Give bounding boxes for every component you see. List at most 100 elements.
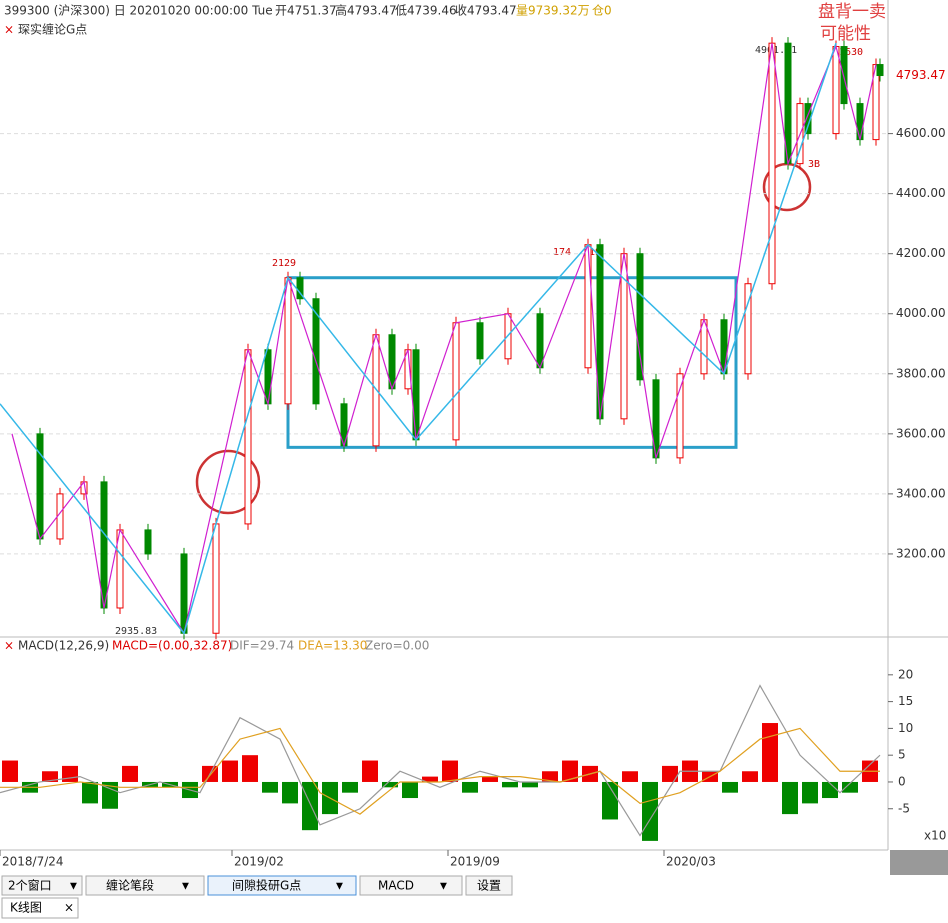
header: 399300 (沪深300) 日 20201020 00:00:00 Tue 开… — [4, 3, 612, 37]
candle — [244, 349, 252, 525]
macd-bar — [122, 765, 138, 782]
annotation: 4901.21 — [755, 45, 797, 56]
macd-bar — [822, 781, 838, 799]
y-tick-label: 3200.00 — [896, 546, 946, 560]
toolbar: 2个窗口 缠论笔段 间隙投研G点 MACD 设置 ▼ ▼ ▼ ▼ K线图 × — [1, 875, 513, 919]
dropdown-arrow: ▼ — [440, 882, 447, 892]
segment-line — [0, 42, 837, 635]
dropdown-arrow: ▼ — [182, 882, 189, 892]
macd-bar — [342, 781, 358, 793]
tab-label: K线图 — [10, 901, 42, 915]
macd-bar — [382, 781, 398, 788]
x-tick-label: 2020/03 — [666, 855, 716, 869]
y-tick-label: 10 — [898, 721, 913, 735]
macd-bar — [82, 781, 98, 804]
macd-value: MACD=(0.00,32.87) — [112, 639, 232, 653]
x-tick-label: 2019/02 — [234, 855, 284, 869]
toolbar-button[interactable] — [207, 875, 357, 896]
candle — [536, 313, 544, 369]
macd-line — [0, 727, 880, 815]
header-code: 399300 (沪深300) 日 20201020 00:00:00 Tue — [4, 4, 273, 18]
macd-bar — [282, 781, 298, 804]
dropdown-arrow: ▼ — [336, 882, 343, 892]
annotation: 174 — [553, 247, 571, 258]
macd-bar — [402, 781, 418, 799]
macd-bar — [62, 765, 78, 782]
macd-bar — [622, 771, 638, 782]
macd-bar — [722, 781, 738, 793]
y-tick-label: 3400.00 — [896, 486, 946, 500]
macd-line — [0, 684, 881, 837]
toolbar-button[interactable] — [465, 875, 513, 896]
macd-bar — [42, 771, 58, 782]
candle — [840, 46, 848, 105]
macd-bar — [842, 781, 858, 793]
zero-value: Zero=0.00 — [365, 639, 429, 653]
x-tick-label: 2019/09 — [450, 855, 500, 869]
y-tick-label: 3600.00 — [896, 426, 946, 440]
toolbar-label: 设置 — [477, 879, 501, 893]
close-icon[interactable]: × — [4, 23, 14, 37]
candle — [768, 42, 776, 285]
y-tick-label: 4600.00 — [896, 126, 946, 140]
y-tick-label: -5 — [898, 801, 910, 815]
candle — [312, 298, 320, 405]
macd-bar — [102, 781, 118, 809]
close-icon[interactable]: × — [4, 639, 14, 653]
candle — [412, 349, 420, 441]
y-tick-label: 5 — [898, 748, 906, 762]
candle — [264, 349, 272, 405]
macd-bar — [742, 771, 758, 782]
macd-bar — [262, 781, 278, 793]
annotation: 1630 — [839, 47, 863, 58]
annotation: 3B — [808, 159, 820, 170]
candle — [876, 64, 884, 77]
candle — [856, 103, 864, 141]
macd-bar — [482, 776, 498, 782]
header-low: 低4739.46 — [395, 4, 457, 18]
y-tick-label: 15 — [898, 694, 913, 708]
highlight-circle — [195, 449, 261, 515]
y-tick-label: 0 — [898, 774, 906, 788]
macd-header: × MACD(12,26,9) MACD=(0.00,32.87) DIF=29… — [4, 639, 946, 843]
candle — [476, 322, 484, 360]
last-price-label: 4793.47 — [896, 68, 946, 82]
y-tick-label: 3800.00 — [896, 366, 946, 380]
macd-bar — [2, 760, 18, 782]
candle — [212, 523, 220, 634]
y-tick-label: 20 — [898, 667, 913, 681]
candle — [284, 277, 292, 405]
candle — [832, 46, 840, 135]
annotation: 1S — [589, 247, 601, 258]
callout: 盘背一卖 — [818, 2, 886, 22]
candle — [452, 322, 460, 441]
toolbar-button[interactable] — [359, 875, 463, 896]
candle — [744, 283, 752, 375]
macd-bar — [502, 781, 518, 788]
macd-bar — [762, 723, 778, 782]
toolbar-button[interactable] — [1, 875, 83, 896]
candle — [676, 373, 684, 459]
macd-bar — [782, 781, 798, 815]
dea-value: DEA=13.30 — [298, 639, 367, 653]
annotation: 2129 — [272, 258, 296, 269]
annotation: 2935.83 — [115, 626, 157, 637]
macd-bar — [422, 776, 438, 782]
tab[interactable] — [1, 897, 79, 919]
candle — [144, 529, 152, 555]
y-tick-label: 4000.00 — [896, 306, 946, 320]
dropdown-arrow: ▼ — [70, 882, 77, 892]
header-close: 收4793.47 — [455, 4, 517, 18]
macd-bar — [442, 760, 458, 782]
tab-close[interactable]: × — [64, 901, 74, 915]
macd-bar — [662, 765, 678, 782]
y-tick-label: 4400.00 — [896, 186, 946, 200]
macd-bar — [242, 755, 258, 782]
y-tick-label: 4200.00 — [896, 246, 946, 260]
toolbar-label: 2个窗口 — [8, 879, 52, 893]
header-open: 开4751.37 — [275, 4, 337, 18]
toolbar-button[interactable] — [85, 875, 205, 896]
candle — [100, 481, 108, 609]
